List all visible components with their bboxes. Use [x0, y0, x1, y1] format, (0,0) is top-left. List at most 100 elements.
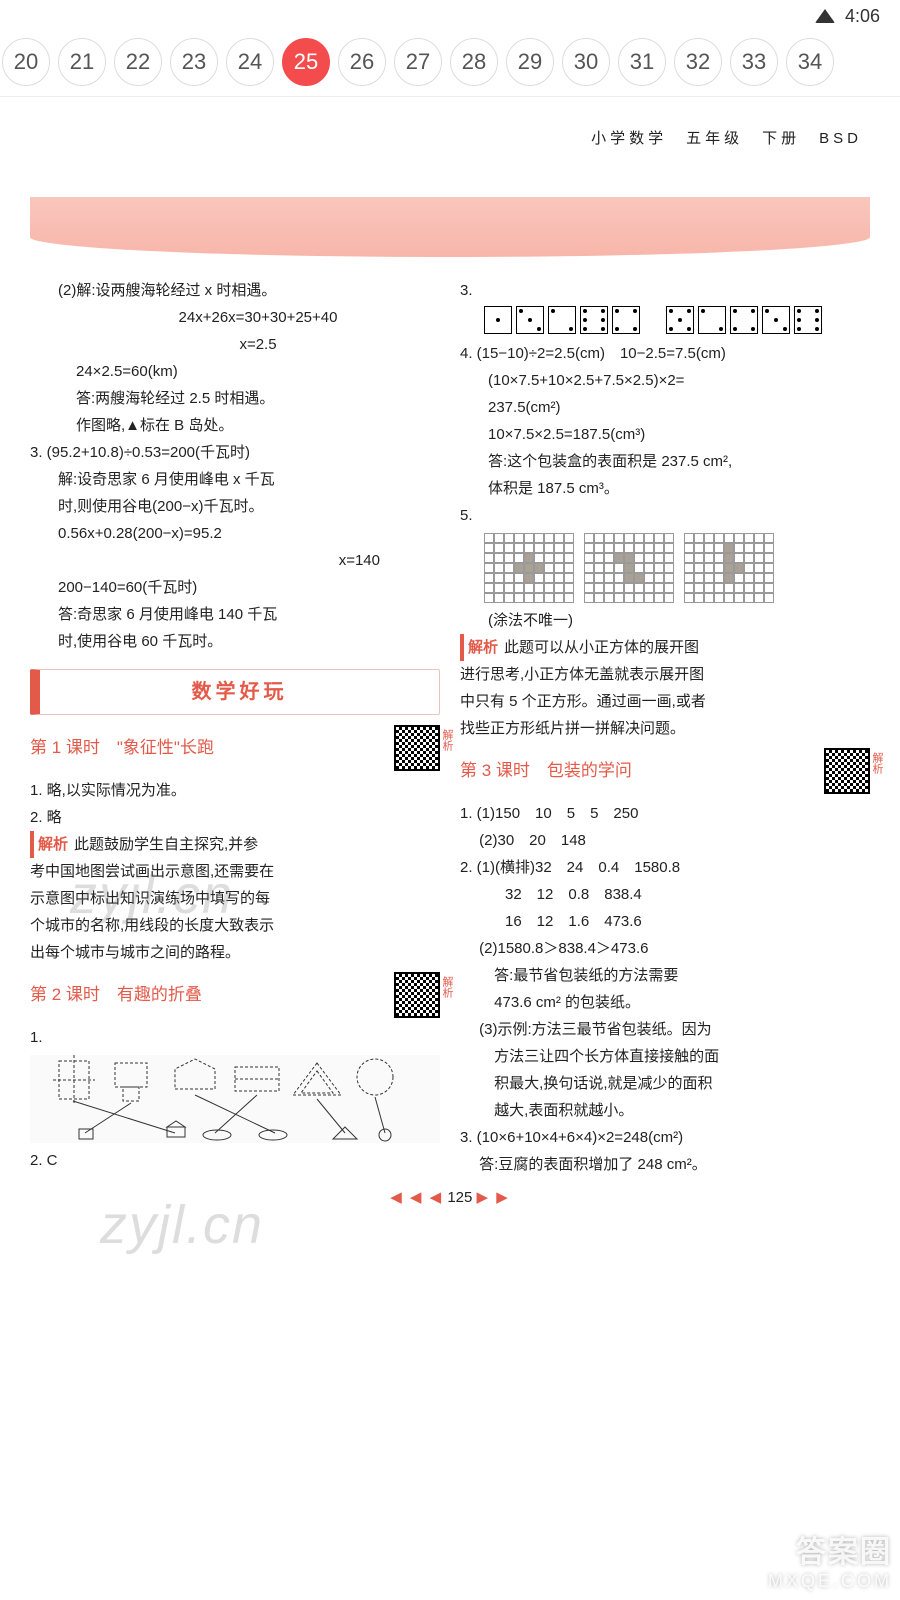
text-line: 考中国地图尝试画出示意图,还需要在 [30, 858, 440, 885]
page-chip[interactable]: 22 [114, 38, 162, 86]
text-line: 24x+26x=30+30+25+40 [30, 304, 440, 331]
lesson-row: 第 3 课时 包装的学问 解析 [460, 748, 870, 794]
text-line: 出每个城市与城市之间的路程。 [30, 939, 440, 966]
mini-grid [684, 533, 774, 603]
text-line: 积最大,换句话说,就是减少的面积 [460, 1070, 870, 1097]
qr-label: 解析 [866, 752, 886, 774]
page-chip-row: 202122232425262728293031323334 [0, 32, 900, 97]
page-chip[interactable]: 26 [338, 38, 386, 86]
page-chip[interactable]: 33 [730, 38, 778, 86]
text-line: 解析此题鼓励学生自主探究,并参 [30, 831, 440, 858]
text-line: 1. [30, 1024, 440, 1051]
clock: 4:06 [845, 6, 880, 27]
text-line: 答:这个包装盒的表面积是 237.5 cm², [460, 448, 870, 475]
grid-diagrams [484, 533, 870, 603]
header-banner [30, 197, 870, 257]
mini-grid [584, 533, 674, 603]
header-subject-text: 小学数学 五年级 下册 BSD [591, 127, 862, 148]
die-face [666, 306, 694, 334]
page-chip[interactable]: 28 [450, 38, 498, 86]
status-bar: 4:06 [0, 0, 900, 32]
text-line: 0.56x+0.28(200−x)=95.2 [30, 520, 440, 547]
page-content: 小学数学 五年级 下册 BSD (2)解:设两艘海轮经过 x 时相遇。 24x+… [0, 97, 900, 1226]
corner-line2: MXQE.COM [768, 1571, 892, 1592]
text-line: 体积是 187.5 cm³。 [460, 475, 870, 502]
text-line: 个城市的名称,用线段的长度大致表示 [30, 912, 440, 939]
text-line: x=2.5 [30, 331, 440, 358]
page-chip[interactable]: 34 [786, 38, 834, 86]
text-line: 方法三让四个长方体直接接触的面 [460, 1043, 870, 1070]
text-line: 答:奇思家 6 月使用峰电 140 千瓦 [30, 601, 440, 628]
text-line: 16 12 1.6 473.6 [460, 908, 870, 935]
tri-left-icon: ◀ ◀ ◀ [390, 1189, 443, 1206]
die-face [516, 306, 544, 334]
die-face [548, 306, 576, 334]
text-span: 此题鼓励学生自主探究,并参 [74, 836, 258, 853]
mini-grid [484, 533, 574, 603]
text-line: 示意图中标出知识演练场中填写的每 [30, 885, 440, 912]
text-line: 473.6 cm² 的包装纸。 [460, 989, 870, 1016]
text-line: 10×7.5×2.5=187.5(cm³) [460, 421, 870, 448]
qr-icon[interactable]: 解析 [394, 972, 440, 1018]
text-line: 2. C [30, 1147, 440, 1174]
text-line: 32 12 0.8 838.4 [460, 881, 870, 908]
text-line: 2. (1)(横排)32 24 0.4 1580.8 [460, 854, 870, 881]
text-line: 时,则使用谷电(200−x)千瓦时。 [30, 493, 440, 520]
die-face [612, 306, 640, 334]
text-line: (2)30 20 148 [460, 827, 870, 854]
text-line: 5. [460, 502, 870, 529]
page-footer: ◀ ◀ ◀ 125 ▶ ▶ [30, 1188, 870, 1206]
text-line: 中只有 5 个正方形。通过画一画,或者 [460, 688, 870, 715]
text-span: 此题可以从小正方体的展开图 [504, 639, 699, 656]
page-chip[interactable]: 32 [674, 38, 722, 86]
text-line: 200−140=60(千瓦时) [30, 574, 440, 601]
text-line: 越大,表面积就越小。 [460, 1097, 870, 1124]
left-column: (2)解:设两艘海轮经过 x 时相遇。 24x+26x=30+30+25+40 … [30, 277, 440, 1178]
qr-icon[interactable]: 解析 [824, 748, 870, 794]
text-line: 解析此题可以从小正方体的展开图 [460, 634, 870, 661]
lesson-title: 第 1 课时 "象征性"长跑 [30, 733, 214, 764]
analysis-label: 解析 [30, 831, 68, 858]
page-chip[interactable]: 31 [618, 38, 666, 86]
text-line: 答:最节省包装纸的方法需要 [460, 962, 870, 989]
text-line: 时,使用谷电 60 千瓦时。 [30, 628, 440, 655]
die-face [794, 306, 822, 334]
page-number: 125 [447, 1189, 472, 1206]
text-line: 24×2.5=60(km) [30, 358, 440, 385]
analysis-label: 解析 [460, 634, 498, 661]
text-line: 3. (95.2+10.8)÷0.53=200(千瓦时) [30, 439, 440, 466]
die-face [698, 306, 726, 334]
page-chip[interactable]: 29 [506, 38, 554, 86]
text-line: 作图略,▲标在 B 岛处。 [30, 412, 440, 439]
page-chip[interactable]: 30 [562, 38, 610, 86]
qr-icon[interactable]: 解析 [394, 725, 440, 771]
text-line: 解:设奇思家 6 月使用峰电 x 千瓦 [30, 466, 440, 493]
qr-label: 解析 [436, 729, 456, 751]
corner-watermark: 答案圈 MXQE.COM [768, 1527, 892, 1592]
text-line: (3)示例:方法三最节省包装纸。因为 [460, 1016, 870, 1043]
page-chip[interactable]: 23 [170, 38, 218, 86]
text-line: (10×7.5+10×2.5+7.5×2.5)×2= [460, 367, 870, 394]
text-line: 找些正方形纸片拼一拼解决问题。 [460, 715, 870, 742]
page-chip[interactable]: 20 [2, 38, 50, 86]
lesson-row: 第 1 课时 "象征性"长跑 解析 [30, 725, 440, 771]
fold-diagram [30, 1055, 440, 1143]
lesson-row: 第 2 课时 有趣的折叠 解析 [30, 972, 440, 1018]
page-chip[interactable]: 27 [394, 38, 442, 86]
text-line: x=140 [30, 547, 440, 574]
text-line: 3. [460, 277, 870, 304]
dice-diagram [484, 306, 870, 334]
wifi-icon [815, 9, 835, 23]
die-face [762, 306, 790, 334]
die-face [580, 306, 608, 334]
text-line: (2)解:设两艘海轮经过 x 时相遇。 [30, 277, 440, 304]
text-line: (2)1580.8＞838.4＞473.6 [460, 935, 870, 962]
page-chip[interactable]: 24 [226, 38, 274, 86]
page-chip[interactable]: 21 [58, 38, 106, 86]
text-line: 1. 略,以实际情况为准。 [30, 777, 440, 804]
text-line: 237.5(cm²) [460, 394, 870, 421]
die-face [730, 306, 758, 334]
page-chip[interactable]: 25 [282, 38, 330, 86]
section-heading: 数学好玩 [30, 669, 440, 715]
text-line: 答:豆腐的表面积增加了 248 cm²。 [460, 1151, 870, 1178]
